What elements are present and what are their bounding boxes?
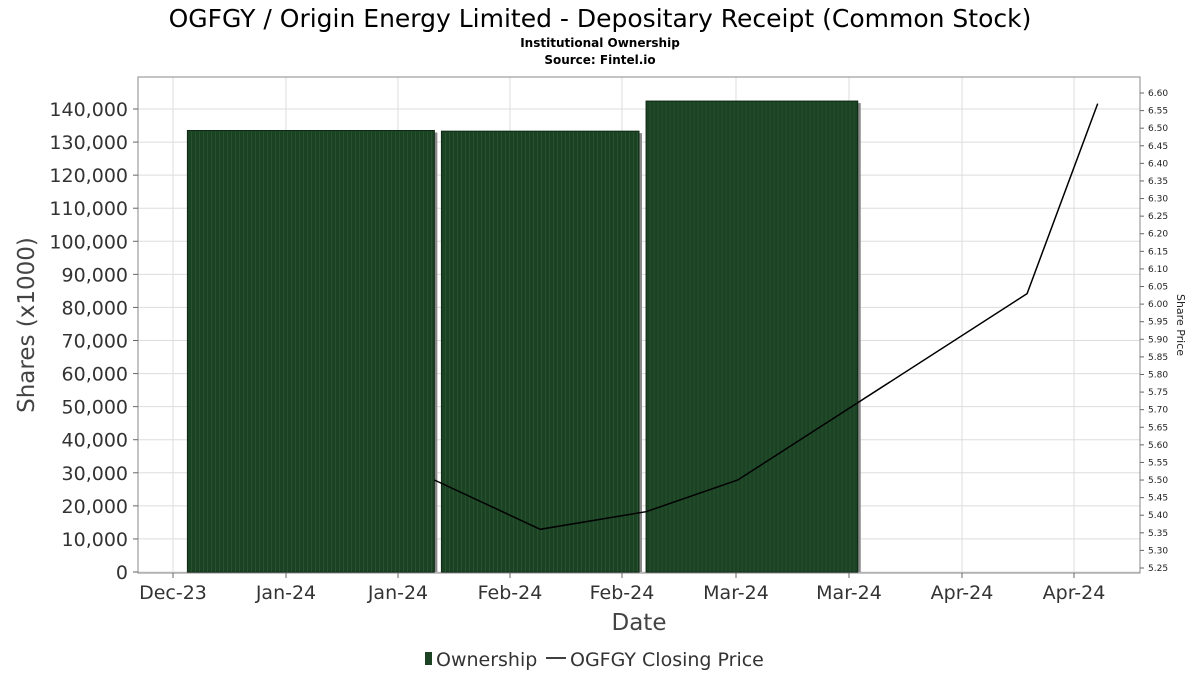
y2-tick-label: 6.25: [1148, 212, 1168, 222]
y2-tick-label: 6.45: [1148, 142, 1168, 152]
x-tick-label: Jan-24: [367, 582, 428, 604]
y-tick-label: 100,000: [49, 231, 128, 253]
x-tick-label: Feb-24: [478, 582, 543, 604]
y-tick-label: 80,000: [62, 297, 128, 319]
x-tick-label: Apr-24: [931, 582, 994, 604]
x-tick-label: Apr-24: [1043, 582, 1106, 604]
y-tick-label: 40,000: [62, 430, 128, 452]
y2-tick-label: 5.45: [1148, 494, 1168, 504]
y2-tick-label: 6.55: [1148, 107, 1168, 117]
x-tick-label: Dec-23: [139, 582, 207, 604]
legend-price-label: OGFGY Closing Price: [570, 649, 764, 671]
y2-tick-label: 6.50: [1148, 124, 1168, 134]
chart-title: OGFGY / Origin Energy Limited - Deposita…: [169, 4, 1032, 33]
y2-tick-label: 6.20: [1148, 230, 1168, 240]
y-tick-label: 10,000: [62, 529, 128, 551]
y2-tick-label: 5.65: [1148, 423, 1168, 433]
y2-tick-label: 5.40: [1148, 511, 1168, 521]
y-tick-label: 0: [116, 562, 128, 584]
y2-tick-label: 5.50: [1148, 476, 1168, 486]
y2-tick-label: 5.85: [1148, 353, 1168, 363]
legend-ownership-swatch: [425, 652, 432, 665]
x-axis-label: Date: [612, 610, 667, 636]
plot-area: [137, 76, 1141, 574]
y2-tick-label: 6.40: [1148, 159, 1168, 169]
y-tick-label: 60,000: [62, 364, 128, 386]
y-tick-label: 30,000: [62, 463, 128, 485]
y-tick-label: 50,000: [62, 397, 128, 419]
bar-1: [186, 129, 438, 573]
y2-tick-label: 6.05: [1148, 283, 1168, 293]
y2-tick-label: 5.75: [1148, 388, 1168, 398]
y2-tick-label: 5.25: [1148, 564, 1168, 574]
y2-tick-label: 6.30: [1148, 195, 1168, 205]
bar: [186, 129, 435, 573]
y2-tick-label: 6.10: [1148, 265, 1168, 275]
legend-ownership-label: Ownership: [436, 649, 537, 671]
y2-tick-label: 5.90: [1148, 335, 1168, 345]
y2-tick-label: 5.95: [1148, 318, 1168, 328]
y2-tick-label: 6.60: [1148, 89, 1168, 99]
x-tick-label: Mar-24: [816, 582, 882, 604]
y2-tick-label: 6.00: [1148, 300, 1168, 310]
y2-tick-label: 5.30: [1148, 546, 1168, 556]
y-tick-label: 90,000: [62, 264, 128, 286]
y2-axis-label: Share Price: [1174, 294, 1187, 356]
y-tick-label: 110,000: [49, 198, 128, 220]
y-tick-label: 130,000: [49, 132, 128, 154]
y-tick-label: 20,000: [62, 496, 128, 518]
y-tick-label: 140,000: [49, 99, 128, 121]
bar-2: [440, 130, 642, 573]
y2-tick-label: 5.35: [1148, 529, 1168, 539]
y-axis-ticks: 0 10,000 20,000 30,000 40,000 50,000 60,000 70,…: [49, 99, 138, 584]
bars: [186, 100, 861, 573]
bar: [645, 100, 859, 573]
chart-subtitle: Institutional Ownership: [520, 36, 680, 50]
bar-3: [645, 100, 861, 573]
y2-axis-ticks: 5.25 5.30 5.35 5.40 5.45 5.50 5.55 5.60 5.65 5.70…: [1140, 89, 1168, 574]
y2-tick-label: 6.15: [1148, 247, 1168, 257]
x-axis-ticks: Dec-23 Jan-24 Jan-24 Feb-24 Feb-24 Mar-24 Mar-…: [139, 573, 1105, 604]
y2-tick-label: 5.70: [1148, 406, 1168, 416]
y-tick-label: 70,000: [62, 331, 128, 353]
y2-tick-label: 5.60: [1148, 441, 1168, 451]
price-line-layer: [434, 103, 1099, 531]
y2-tick-label: 5.80: [1148, 370, 1168, 380]
y-axis-label: Shares (x1000): [14, 237, 40, 413]
chart-source: Source: Fintel.io: [544, 53, 655, 67]
price-line: [434, 103, 1099, 531]
y2-tick-label: 5.55: [1148, 458, 1168, 468]
x-tick-label: Feb-24: [590, 582, 655, 604]
x-tick-label: Mar-24: [703, 582, 769, 604]
x-tick-label: Jan-24: [255, 582, 316, 604]
y-tick-label: 120,000: [49, 165, 128, 187]
y2-tick-label: 6.35: [1148, 177, 1168, 187]
legend: Ownership OGFGY Closing Price: [425, 649, 764, 671]
